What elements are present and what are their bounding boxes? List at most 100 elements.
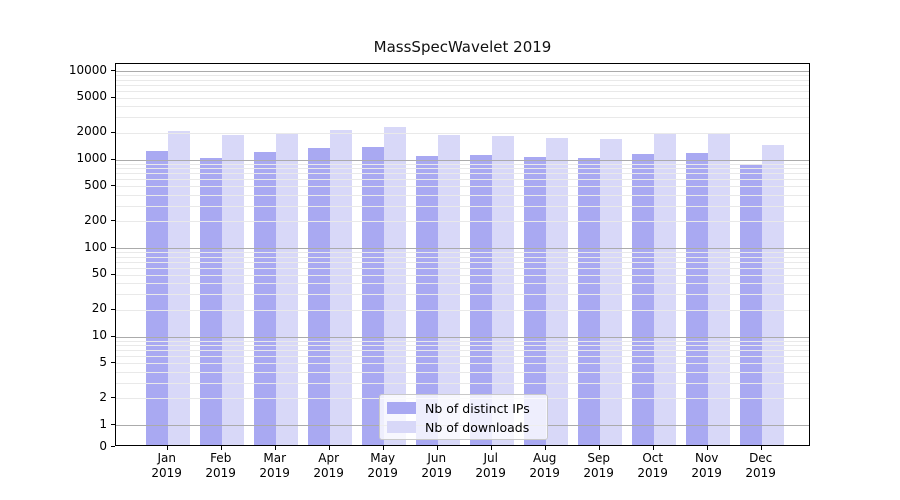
gridline-4 — [116, 371, 809, 373]
bar-distinct-ips-apr — [307, 148, 330, 445]
bar-downloads-apr — [329, 130, 352, 445]
bar-distinct-ips-dec — [739, 163, 762, 445]
gridline-9000 — [116, 75, 809, 76]
gridline-4000 — [116, 106, 809, 108]
ytick-mark-200 — [111, 220, 115, 222]
ytick-label-1000: 1000 — [76, 151, 107, 165]
gridline-20 — [116, 309, 809, 311]
gridline-7000 — [116, 84, 809, 86]
ytick-mark-50 — [111, 273, 115, 275]
gridline-2000 — [116, 132, 809, 134]
bar-downloads-jan — [167, 130, 190, 445]
gridline-500 — [116, 186, 809, 188]
ytick-mark-20 — [111, 308, 115, 310]
ytick-label-50: 50 — [91, 266, 107, 281]
downloads-swatch — [387, 421, 416, 433]
xtick-label-feb: Feb 2019 — [205, 451, 236, 480]
ytick-mark-5000 — [111, 96, 115, 98]
gridline-600 — [116, 179, 809, 181]
bar-downloads-mar — [275, 132, 298, 445]
gridline-300 — [116, 205, 809, 207]
legend-label-distinct-ips: Nb of distinct IPs — [425, 400, 530, 416]
ytick-label-10: 10 — [91, 328, 107, 342]
bar-distinct-ips-oct — [631, 153, 654, 445]
xtick-label-jul: Jul 2019 — [475, 451, 506, 480]
legend-item-distinct-ips: Nb of distinct IPs — [387, 400, 539, 416]
ytick-mark-2 — [111, 397, 115, 399]
bar-distinct-ips-mar — [253, 151, 276, 445]
gridline-3000 — [116, 117, 809, 119]
xtick-label-nov: Nov 2019 — [691, 451, 722, 480]
bar-downloads-jul — [491, 135, 514, 445]
ytick-label-500: 500 — [84, 177, 107, 192]
gridline-90 — [116, 252, 809, 253]
xtick-label-may: May 2019 — [367, 451, 398, 480]
gridline-200 — [116, 221, 809, 223]
gridline-400 — [116, 194, 809, 196]
xtick-label-jun: Jun 2019 — [421, 451, 452, 480]
gridline-7 — [116, 350, 809, 352]
xtick-label-oct: Oct 2019 — [637, 451, 668, 480]
xtick-mark-apr — [328, 446, 330, 450]
ytick-mark-1000 — [111, 158, 115, 160]
xtick-mark-mar — [274, 446, 276, 450]
xtick-label-dec: Dec 2019 — [745, 451, 776, 480]
bar-distinct-ips-aug — [523, 157, 546, 445]
bar-distinct-ips-nov — [685, 152, 708, 445]
ytick-label-20: 20 — [91, 301, 107, 316]
xtick-mark-may — [382, 446, 384, 450]
xtick-label-aug: Aug 2019 — [529, 451, 560, 480]
bar-downloads-sep — [599, 138, 622, 445]
ytick-label-1: 1 — [99, 416, 107, 431]
bar-downloads-feb — [221, 134, 244, 445]
gridline-40 — [116, 283, 809, 285]
ytick-mark-1 — [111, 424, 115, 425]
bar-distinct-ips-feb — [199, 157, 222, 445]
gridline-80 — [116, 256, 809, 258]
gridline-900 — [116, 163, 809, 165]
gridline-6000 — [116, 90, 809, 92]
ytick-label-2: 2 — [99, 389, 107, 404]
gridline-1000 — [116, 159, 809, 161]
xtick-mark-jan — [166, 446, 168, 450]
xtick-mark-oct — [652, 446, 654, 450]
ytick-label-2000: 2000 — [76, 124, 107, 139]
legend-item-downloads: Nb of downloads — [387, 420, 539, 435]
plot-area: Nb of distinct IPs Nb of downloads — [115, 63, 810, 446]
bar-downloads-nov — [707, 134, 730, 445]
ytick-mark-500 — [111, 185, 115, 187]
xtick-mark-dec — [760, 446, 762, 450]
xtick-mark-nov — [706, 446, 708, 450]
gridline-3 — [116, 382, 809, 384]
gridline-9 — [116, 340, 809, 342]
ytick-label-10000: 10000 — [68, 62, 107, 77]
gridline-60 — [116, 267, 809, 269]
ytick-label-200: 200 — [84, 212, 107, 227]
xtick-mark-jun — [436, 446, 438, 450]
ytick-label-5: 5 — [99, 354, 107, 369]
distinct-ips-swatch — [387, 402, 416, 414]
xtick-mark-aug — [544, 446, 546, 450]
chart-title: MassSpecWavelet 2019 — [373, 38, 552, 56]
gridline-30 — [116, 294, 809, 296]
gridline-100 — [116, 248, 809, 249]
ytick-label-5000: 5000 — [76, 89, 107, 104]
ytick-mark-2000 — [111, 131, 115, 133]
xtick-label-jan: Jan 2019 — [151, 451, 182, 480]
ytick-mark-5 — [111, 362, 115, 364]
ytick-mark-100 — [111, 247, 115, 248]
bar-downloads-aug — [545, 137, 568, 445]
bar-downloads-oct — [653, 133, 676, 445]
xtick-label-sep: Sep 2019 — [583, 451, 614, 480]
bar-distinct-ips-jan — [145, 150, 168, 445]
legend: Nb of distinct IPs Nb of downloads — [379, 394, 548, 440]
xtick-mark-feb — [220, 446, 222, 450]
gridline-10 — [116, 336, 809, 338]
ytick-mark-10 — [111, 335, 115, 337]
gridline-800 — [116, 168, 809, 170]
ytick-label-100: 100 — [84, 239, 107, 254]
xtick-label-mar: Mar 2019 — [259, 451, 290, 480]
bar-distinct-ips-sep — [577, 158, 600, 445]
gridline-5 — [116, 363, 809, 365]
